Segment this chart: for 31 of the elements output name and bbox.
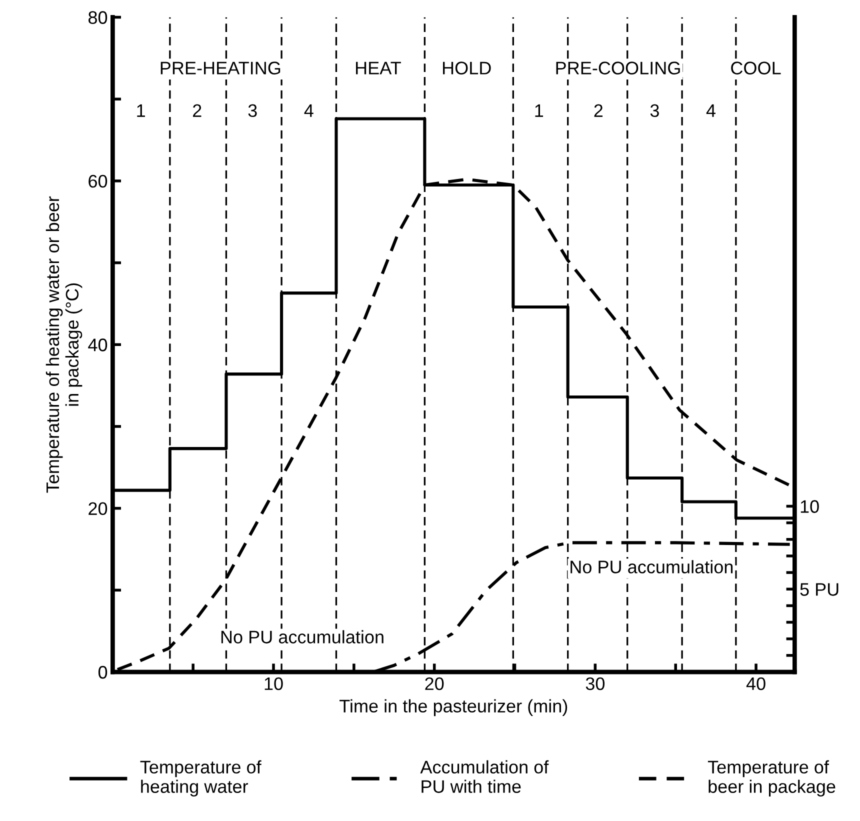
y-tick-label: 40 bbox=[88, 338, 108, 352]
legend-label: Temperature of beer in package bbox=[708, 760, 836, 797]
annotation: HEAT bbox=[356, 62, 401, 74]
annotation: PRE-COOLING bbox=[556, 62, 680, 74]
x-tick-label: 20 bbox=[425, 677, 444, 690]
annotation: 4 bbox=[706, 104, 716, 117]
y-axis-title: Temperature of heating water or beer in package (°C) bbox=[46, 196, 82, 493]
annotation: 3 bbox=[248, 104, 257, 118]
y-tick-label: 0 bbox=[98, 666, 108, 679]
y2-tick-label: 10 bbox=[800, 500, 819, 513]
annotation: COOL bbox=[731, 62, 781, 74]
annotation: No PU accumulation bbox=[570, 560, 733, 574]
annotation: 4 bbox=[304, 104, 314, 117]
y-tick-label: 60 bbox=[88, 174, 108, 188]
x-tick-label: 30 bbox=[586, 677, 605, 690]
x-axis-title: Time in the pasteurizer (min) bbox=[340, 699, 568, 716]
legend-label: Accumulation of PU with time bbox=[420, 760, 549, 793]
annotation: 2 bbox=[192, 104, 202, 117]
annotation: 1 bbox=[137, 104, 145, 117]
annotation: PRE-HEATING bbox=[160, 62, 280, 74]
legend-label: Temperature of heating water bbox=[140, 760, 262, 797]
y2-tick-label: 5 PU bbox=[800, 583, 838, 596]
y-tick-label: 80 bbox=[88, 11, 108, 24]
x-tick-label: 10 bbox=[264, 677, 283, 690]
x-tick-label: 40 bbox=[746, 677, 766, 690]
annotation: 1 bbox=[535, 104, 544, 117]
annotation: HOLD bbox=[443, 62, 491, 74]
annotation: 2 bbox=[594, 104, 603, 117]
y-tick-label: 20 bbox=[88, 502, 108, 516]
annotation: No PU accumulation bbox=[221, 630, 384, 644]
annotation: 3 bbox=[650, 104, 659, 118]
